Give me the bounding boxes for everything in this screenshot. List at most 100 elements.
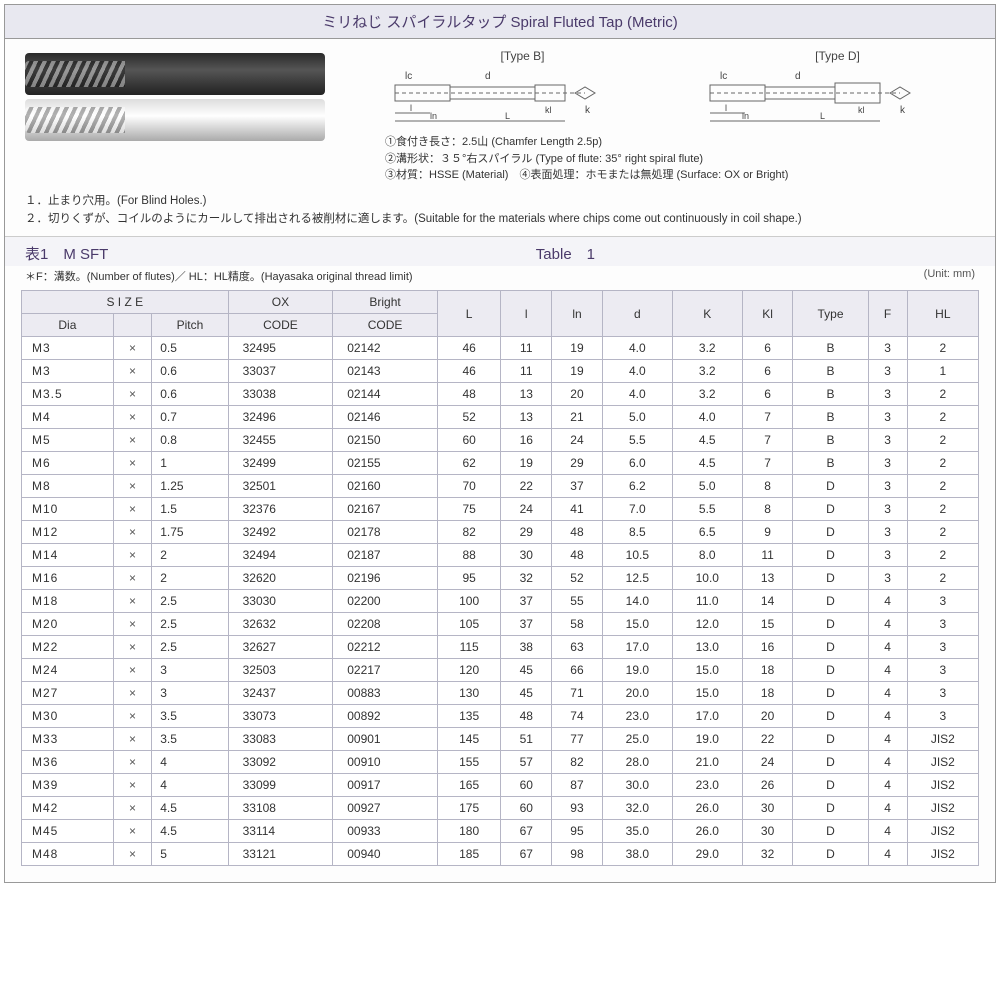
cell-dia: M3 bbox=[22, 337, 114, 360]
cell-pitch: 2.5 bbox=[152, 613, 228, 636]
cell-ln: 20 bbox=[552, 383, 603, 406]
cell-Kl: 9 bbox=[742, 521, 793, 544]
cell-L: 185 bbox=[437, 843, 501, 866]
cell-bright: 02160 bbox=[333, 475, 438, 498]
cell-bright: 00917 bbox=[333, 774, 438, 797]
cell-ln: 71 bbox=[552, 682, 603, 705]
cell-ox: 32620 bbox=[228, 567, 333, 590]
cell-bright: 02143 bbox=[333, 360, 438, 383]
cell-bright: 02217 bbox=[333, 659, 438, 682]
cell-HL: 2 bbox=[907, 383, 978, 406]
table-row: M27×33243700883130457120.015.018D43 bbox=[22, 682, 979, 705]
cell-type: D bbox=[793, 728, 868, 751]
cell-dia: M48 bbox=[22, 843, 114, 866]
cell-F: 4 bbox=[868, 751, 907, 774]
cell-L: 130 bbox=[437, 682, 501, 705]
cell-K: 26.0 bbox=[672, 820, 742, 843]
cell-pitch: 2.5 bbox=[152, 590, 228, 613]
cell-ln: 63 bbox=[552, 636, 603, 659]
cell-HL: 3 bbox=[907, 613, 978, 636]
cell-dia: M3.5 bbox=[22, 383, 114, 406]
cell-L: 48 bbox=[437, 383, 501, 406]
cell-l: 13 bbox=[501, 406, 552, 429]
table-title-left: 表1 M SFT bbox=[25, 243, 536, 264]
cell-d: 19.0 bbox=[602, 659, 672, 682]
table-row: M10×1.532376021677524417.05.58D32 bbox=[22, 498, 979, 521]
cell-F: 4 bbox=[868, 820, 907, 843]
cell-bright: 02178 bbox=[333, 521, 438, 544]
cell-ln: 24 bbox=[552, 429, 603, 452]
cell-x: × bbox=[113, 820, 152, 843]
cell-type: B bbox=[793, 452, 868, 475]
svg-text:L: L bbox=[820, 111, 825, 121]
cell-ox: 32501 bbox=[228, 475, 333, 498]
cell-dia: M45 bbox=[22, 820, 114, 843]
cell-l: 16 bbox=[501, 429, 552, 452]
cell-pitch: 0.8 bbox=[152, 429, 228, 452]
cell-pitch: 0.7 bbox=[152, 406, 228, 429]
col-pitch: Pitch bbox=[152, 314, 228, 337]
cell-type: D bbox=[793, 705, 868, 728]
cell-HL: JIS2 bbox=[907, 774, 978, 797]
cell-HL: JIS2 bbox=[907, 843, 978, 866]
cell-pitch: 0.6 bbox=[152, 360, 228, 383]
cell-type: D bbox=[793, 636, 868, 659]
cell-x: × bbox=[113, 659, 152, 682]
cell-x: × bbox=[113, 567, 152, 590]
cell-d: 15.0 bbox=[602, 613, 672, 636]
cell-ox: 32499 bbox=[228, 452, 333, 475]
cell-HL: 2 bbox=[907, 337, 978, 360]
cell-K: 4.5 bbox=[672, 452, 742, 475]
cell-Kl: 7 bbox=[742, 406, 793, 429]
cell-ln: 48 bbox=[552, 521, 603, 544]
cell-type: B bbox=[793, 429, 868, 452]
cell-pitch: 0.6 bbox=[152, 383, 228, 406]
cell-ox: 33092 bbox=[228, 751, 333, 774]
cell-pitch: 3.5 bbox=[152, 728, 228, 751]
cell-x: × bbox=[113, 406, 152, 429]
table-row: M4×0.732496021465213215.04.07B32 bbox=[22, 406, 979, 429]
table-row: M12×1.7532492021788229488.56.59D32 bbox=[22, 521, 979, 544]
cell-HL: 3 bbox=[907, 705, 978, 728]
cell-ln: 37 bbox=[552, 475, 603, 498]
cell-l: 57 bbox=[501, 751, 552, 774]
cell-type: D bbox=[793, 613, 868, 636]
table-footnote: ＊F：溝数。(Number of flutes)／ HL：HL精度。(Hayas… bbox=[25, 268, 924, 284]
cell-K: 26.0 bbox=[672, 797, 742, 820]
cell-L: 180 bbox=[437, 820, 501, 843]
diagram-column: [Type B] lc d k l ln L kl bbox=[385, 49, 975, 184]
cell-ox: 33083 bbox=[228, 728, 333, 751]
cell-x: × bbox=[113, 337, 152, 360]
svg-text:lc: lc bbox=[720, 71, 727, 82]
cell-pitch: 0.5 bbox=[152, 337, 228, 360]
cell-d: 8.5 bbox=[602, 521, 672, 544]
cell-ln: 29 bbox=[552, 452, 603, 475]
spec-note-3: ③材質：HSSE (Material) ④表面処理：ホモまたは無処理 (Surf… bbox=[385, 167, 975, 184]
cell-l: 60 bbox=[501, 797, 552, 820]
cell-ln: 52 bbox=[552, 567, 603, 590]
cell-d: 20.0 bbox=[602, 682, 672, 705]
top-section: [Type B] lc d k l ln L kl bbox=[5, 39, 995, 188]
table-head: S I Z E OX Bright L l ln d K Kl Type F H… bbox=[22, 291, 979, 337]
cell-bright: 02155 bbox=[333, 452, 438, 475]
col-x bbox=[113, 314, 152, 337]
cell-type: D bbox=[793, 820, 868, 843]
cell-Kl: 8 bbox=[742, 498, 793, 521]
cell-HL: 3 bbox=[907, 636, 978, 659]
cell-d: 32.0 bbox=[602, 797, 672, 820]
col-bright-code: CODE bbox=[333, 314, 438, 337]
cell-ln: 48 bbox=[552, 544, 603, 567]
table-meta: ＊F：溝数。(Number of flutes)／ HL：HL精度。(Hayas… bbox=[5, 266, 995, 286]
cell-HL: JIS2 bbox=[907, 797, 978, 820]
diagram-type-d: [Type D] lc d k l ln L kl bbox=[700, 49, 975, 128]
cell-HL: 2 bbox=[907, 452, 978, 475]
cell-Kl: 22 bbox=[742, 728, 793, 751]
table-row: M45×4.53311400933180679535.026.030D4JIS2 bbox=[22, 820, 979, 843]
cell-pitch: 4 bbox=[152, 751, 228, 774]
col-size: S I Z E bbox=[22, 291, 229, 314]
cell-HL: 2 bbox=[907, 406, 978, 429]
svg-text:l: l bbox=[410, 103, 412, 113]
cell-type: D bbox=[793, 751, 868, 774]
cell-dia: M16 bbox=[22, 567, 114, 590]
cell-L: 175 bbox=[437, 797, 501, 820]
